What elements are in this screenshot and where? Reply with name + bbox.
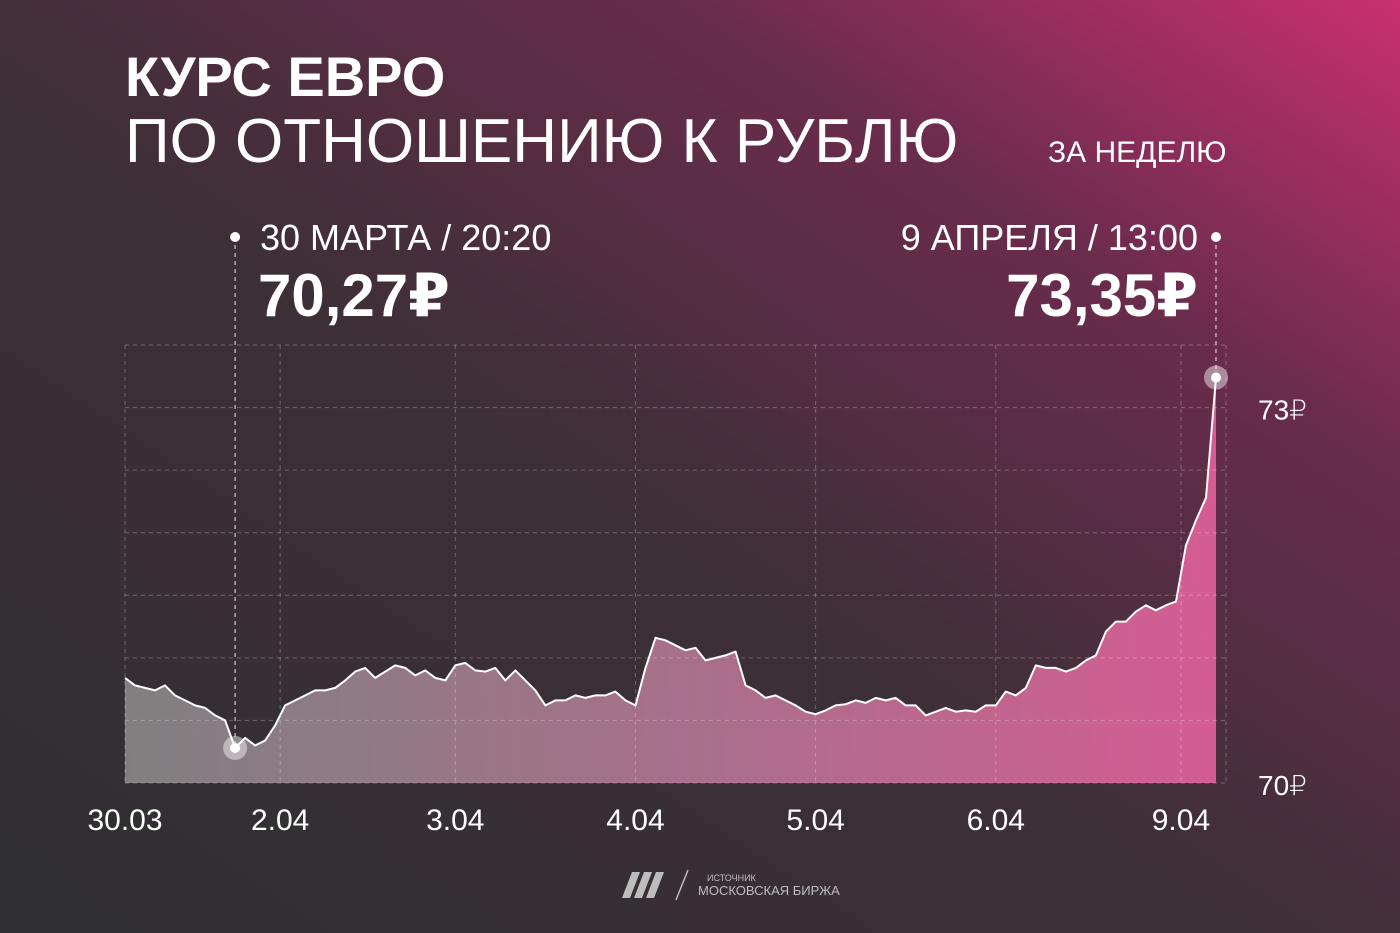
source: МОСКОВСКАЯ БИРЖА [698,883,840,898]
x-tick-label: 4.04 [606,804,664,837]
annotation-label: 9 АПРЕЛЯ / 13:00 [901,217,1198,258]
y-tick-label: 70₽ [1258,770,1307,801]
point-marker [230,742,241,753]
x-tick-label: 3.04 [426,804,484,837]
source-label: ИСТОЧНИК [707,873,757,883]
line [124,377,1217,749]
annotation-dot [1210,232,1221,242]
subtitle-note: ЗА НЕДЕЛЮ [1048,136,1226,169]
x-tick-label: 5.04 [786,804,844,837]
annotation-value: 73,35₽ [1006,262,1198,329]
subtitle: ПО ОТНОШЕНИЮ К РУБЛЮ [125,107,958,176]
annotation-dot [230,232,241,242]
point-marker [1210,372,1221,383]
source-logo [622,869,689,901]
area [125,377,1216,783]
annotation-value: 70,27₽ [258,262,450,329]
x-tick-label: 2.04 [251,804,309,837]
y-tick-label: 73₽ [1258,395,1307,426]
x-tick-label: 6.04 [967,804,1025,837]
x-tick-label: 9.04 [1152,804,1210,837]
x-tick-label: 30.03 [87,804,162,837]
annotation-label: 30 МАРТА / 20:20 [260,217,551,258]
title: КУРС ЕВРО [125,45,445,108]
